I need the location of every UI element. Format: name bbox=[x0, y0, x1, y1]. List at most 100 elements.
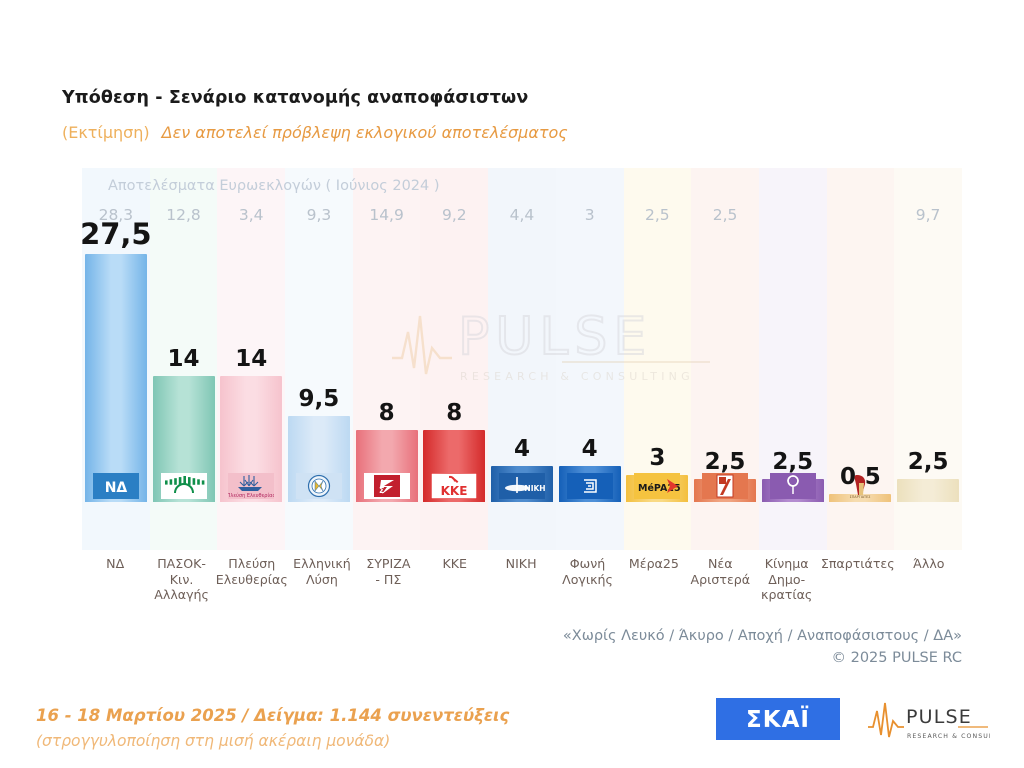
category-label-line: ΝΙΚΗ bbox=[505, 556, 537, 571]
pulse-watermark: PULSE RESEARCH & CONSULTING bbox=[392, 296, 722, 386]
copyright-note: © 2025 PULSE RC bbox=[831, 650, 962, 666]
bar-spartiates[interactable]: ΣΠΑΡΤΙΑΤΕΣ bbox=[829, 475, 892, 502]
category-label-kinima: Κίνημα Δημο-κρατίας bbox=[753, 556, 819, 616]
kinima-dimokratias-logo bbox=[769, 473, 816, 499]
bar-value-pasok: 14 bbox=[167, 345, 200, 372]
category-label-plefsi: Πλεύση Ελευθερίας bbox=[215, 556, 289, 616]
category-label-line: Πλεύση bbox=[228, 556, 276, 571]
euro-result-syriza: 14,9 bbox=[369, 206, 404, 224]
bar-column-syriza: 14,9 8 Σ bbox=[352, 168, 421, 550]
elliniki-compass-logo bbox=[295, 473, 342, 499]
niki-logo: ΝΙΚΗ bbox=[498, 473, 545, 499]
svg-text:ΣΚΑΪ: ΣΚΑΪ bbox=[746, 705, 810, 733]
category-label-nd: ΝΔ bbox=[82, 556, 148, 616]
bar-value-allo: 2,5 bbox=[907, 449, 949, 476]
category-label-elliniki: Ελληνική Λύση bbox=[289, 556, 355, 616]
svg-text:Πλεύση Ελευθερίας: Πλεύση Ελευθερίας bbox=[228, 492, 274, 499]
bar-value-mera25: 3 bbox=[649, 444, 666, 471]
bar-value-foni: 4 bbox=[581, 435, 598, 462]
category-label-line: Φωνή bbox=[569, 556, 606, 571]
svg-text:PULSE: PULSE bbox=[458, 307, 652, 367]
svg-text:MéPA25: MéPA25 bbox=[638, 483, 680, 494]
bar-value-plefsi: 14 bbox=[235, 345, 268, 372]
bar-group-nd: 27,5 ΝΔ bbox=[80, 217, 152, 502]
svg-text:PULSE: PULSE bbox=[906, 706, 972, 728]
bar-column-kinima: 2,5 bbox=[758, 168, 827, 550]
euro-result-nea_aristera: 2,5 bbox=[712, 206, 738, 224]
category-label-kke: ΚΚΕ bbox=[422, 556, 488, 616]
bar-pasok[interactable] bbox=[152, 375, 215, 502]
category-label-line: ΝΔ bbox=[106, 556, 125, 571]
euro-result-niki: 4,4 bbox=[509, 206, 535, 224]
kke-logo: ΚΚΕ bbox=[431, 473, 478, 499]
euro-result-nd: 28,3 bbox=[98, 206, 134, 224]
category-label-line: ΚΚΕ bbox=[442, 556, 467, 571]
category-labels: ΝΔ ΠΑΣΟΚ-Κιν. Αλλαγής Πλεύση Ελευθερίας Ελλην… bbox=[82, 556, 962, 616]
svg-text:RESEARCH & CONSULTING: RESEARCH & CONSULTING bbox=[907, 733, 990, 740]
svg-text:ΝΔ: ΝΔ bbox=[105, 480, 128, 496]
category-label-foni: Φωνή Λογικής bbox=[554, 556, 620, 616]
svg-text:ΣΠΑΡΤΙΑΤΕΣ: ΣΠΑΡΤΙΑΤΕΣ bbox=[850, 495, 871, 499]
category-label-niki: ΝΙΚΗ bbox=[488, 556, 554, 616]
bar-syriza[interactable]: Σ bbox=[355, 429, 418, 502]
category-label-allo: Άλλο bbox=[896, 556, 962, 616]
bar-value-kinima: 2,5 bbox=[772, 449, 814, 476]
rounding-note: (στρογγυλοποίηση στη μισή ακέραιη μονάδα… bbox=[36, 732, 391, 750]
bar-group-pasok: 14 bbox=[150, 345, 218, 502]
bar-nd[interactable]: ΝΔ bbox=[84, 254, 147, 502]
bar-group-spartiates: 0,5 ΣΠΑΡΤΙΑΤΕΣ bbox=[827, 466, 895, 502]
euro-results-header: Αποτελέσματα Ευρωεκλογών ( Ιούνιος 2024 … bbox=[108, 178, 440, 194]
category-label-line: ΠΑΣΟΚ-Κιν. bbox=[157, 556, 206, 587]
bar-group-kke: 8 ΚΚΕ bbox=[420, 401, 488, 502]
category-label-line: Αλλαγής bbox=[154, 587, 209, 603]
euro-result-plefsi: 3,4 bbox=[238, 206, 264, 224]
bar-kke[interactable]: ΚΚΕ bbox=[423, 429, 486, 502]
bar-value-niki: 4 bbox=[513, 435, 530, 462]
category-label-line: Κίνημα bbox=[764, 556, 809, 571]
bar-column-plefsi: 3,4 14 Πλεύση Ελευθερίας bbox=[217, 168, 286, 550]
category-label-nea_aristera: Νέα Αριστερά bbox=[687, 556, 753, 616]
foni-logikis-logo bbox=[566, 473, 613, 499]
bar-mera25[interactable]: MéPA25 bbox=[626, 473, 689, 502]
bar-column-nea_aristera: 2,5 2,5 bbox=[691, 168, 759, 550]
spartiates-logo: ΣΠΑΡΤΙΑΤΕΣ bbox=[837, 473, 883, 499]
bar-column-kke: 9,2 8 ΚΚΕ bbox=[420, 168, 489, 550]
bar-value-syriza: 8 bbox=[378, 399, 395, 426]
bar-group-nea_aristera: 2,5 bbox=[691, 451, 759, 502]
category-label-line: Δημο- bbox=[768, 571, 806, 587]
category-label-line: Λογικής bbox=[562, 571, 613, 587]
bar-group-niki: 4 ΝΙΚΗ bbox=[488, 435, 556, 502]
pasok-sun-logo bbox=[160, 473, 207, 499]
bar-column-spartiates: 0,5 ΣΠΑΡΤΙΑΤΕΣ bbox=[826, 168, 895, 550]
subtitle-disclaimer: Δεν αποτελεί πρόβλεψη εκλογικού αποτελέσ… bbox=[161, 123, 568, 142]
svg-text:ΝΙΚΗ: ΝΙΚΗ bbox=[524, 484, 545, 493]
bar-nea_aristera[interactable] bbox=[694, 473, 757, 502]
svg-text:RESEARCH & CONSULTING: RESEARCH & CONSULTING bbox=[460, 370, 694, 383]
euro-result-mera25: 2,5 bbox=[645, 206, 670, 224]
subtitle-estimate-label: (Εκτίμηση) bbox=[62, 123, 150, 142]
bar-group-kinima: 2,5 bbox=[759, 451, 827, 502]
euro-result-foni: 3 bbox=[584, 206, 595, 224]
fieldwork-dates: 16 - 18 Μαρτίου 2025 / Δείγμα: 1.144 συν… bbox=[36, 706, 510, 725]
bar-column-niki: 4,4 4 ΝΙΚΗ bbox=[488, 168, 556, 550]
euro-result-elliniki: 9,3 bbox=[306, 206, 332, 224]
category-label-pasok: ΠΑΣΟΚ-Κιν. Αλλαγής bbox=[148, 556, 214, 616]
bar-value-nd: 27,5 bbox=[80, 217, 152, 251]
pulse-logo: PULSE RESEARCH & CONSULTING bbox=[866, 697, 1011, 743]
bar-column-pasok: 12,8 14 bbox=[149, 168, 218, 550]
bar-group-elliniki: 9,5 bbox=[285, 388, 353, 502]
category-label-line: Νέα bbox=[708, 556, 733, 571]
bar-elliniki[interactable] bbox=[287, 416, 350, 502]
category-label-syriza: ΣΥΡΙΖΑ - ΠΣ bbox=[355, 556, 421, 616]
category-label-line: κρατίας bbox=[761, 587, 813, 603]
euro-result-pasok: 12,8 bbox=[166, 206, 201, 224]
bar-allo[interactable] bbox=[897, 479, 960, 502]
bar-kinima[interactable] bbox=[761, 473, 824, 502]
bar-plefsi[interactable]: Πλεύση Ελευθερίας bbox=[220, 375, 283, 502]
category-label-mera25: Μέρα25 bbox=[621, 556, 687, 616]
bar-group-plefsi: 14 Πλεύση Ελευθερίας bbox=[217, 345, 285, 502]
category-label-line: - ΠΣ bbox=[375, 571, 402, 587]
bar-niki[interactable]: ΝΙΚΗ bbox=[490, 465, 553, 502]
bar-foni[interactable] bbox=[558, 465, 621, 502]
